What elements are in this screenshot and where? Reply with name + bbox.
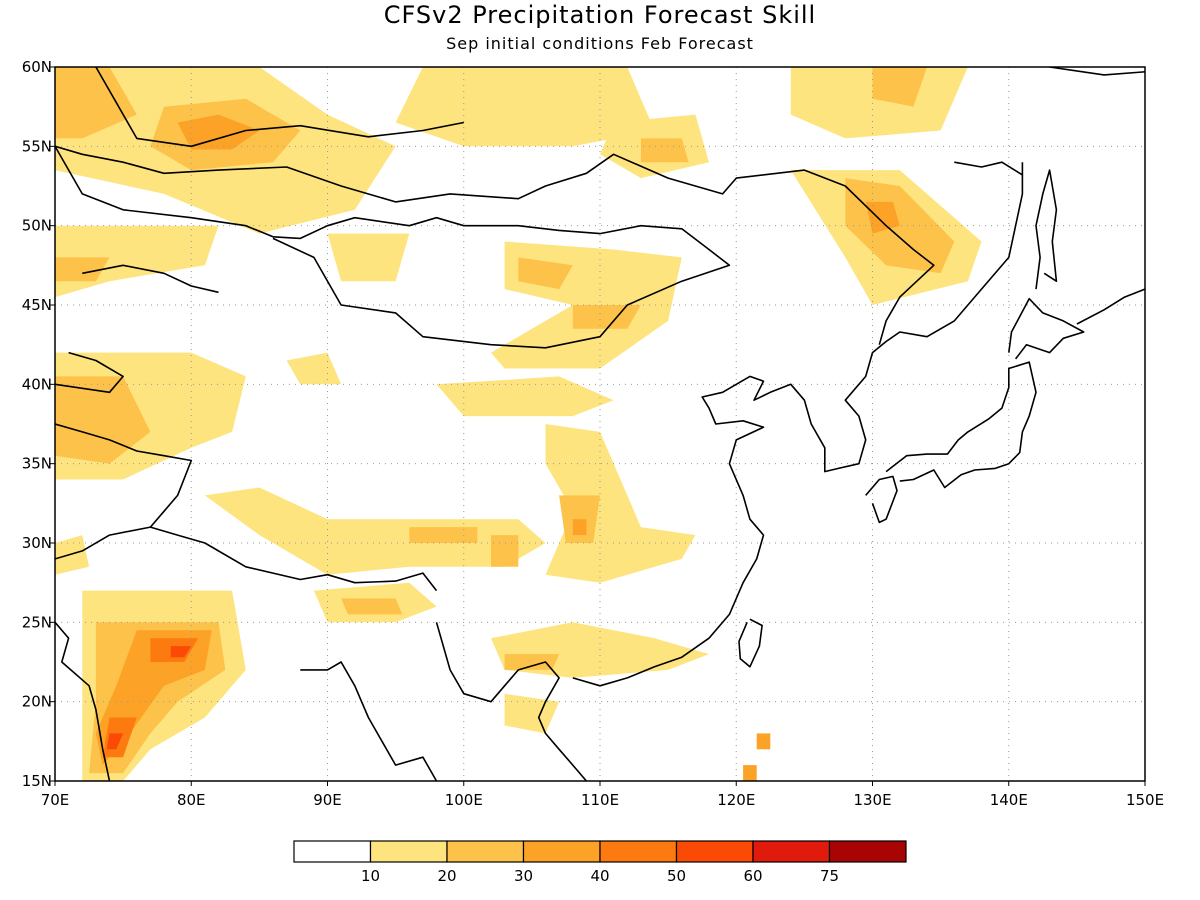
lat-tick-label-35: 35N	[22, 455, 52, 473]
lat-tick-label-50: 50N	[22, 217, 52, 235]
skill-region-29	[341, 598, 403, 615]
skill-region-24	[572, 519, 587, 536]
colorbar-label-10: 10	[361, 867, 380, 885]
lon-tick-label-80: 80E	[177, 791, 206, 809]
skill-region-8	[872, 67, 927, 107]
lat-tick-label-40: 40N	[22, 375, 52, 393]
colorbar-swatch-4	[599, 840, 678, 863]
skill-region-31	[504, 654, 560, 670]
coastline-7	[55, 621, 111, 781]
coastline-1	[95, 67, 464, 148]
colorbar-label-20: 20	[437, 867, 456, 885]
skill-region-38	[170, 646, 192, 658]
lon-tick-label-140: 140E	[990, 791, 1028, 809]
lat-tick-label-30: 30N	[22, 534, 52, 552]
lon-tick-label-130: 130E	[853, 791, 891, 809]
lon-tick-label-150: 150E	[1126, 791, 1164, 809]
skill-region-25	[204, 487, 546, 575]
coastline-12	[865, 475, 898, 524]
colorbar-swatch-1	[369, 840, 448, 863]
colorbar-swatch-0	[293, 840, 372, 863]
colorbar-swatch-7	[828, 840, 907, 863]
coastline-18	[1076, 288, 1145, 325]
skill-region-20	[286, 352, 342, 385]
skill-region-22	[545, 424, 696, 583]
coastline-16	[1049, 67, 1145, 76]
colorbar: 10 20 30 40 50 60 75	[293, 840, 907, 885]
skill-region-40	[756, 733, 771, 750]
colorbar-swatch-2	[446, 840, 525, 863]
colorbar-label-75: 75	[820, 867, 839, 885]
lat-tick-label-25: 25N	[22, 613, 52, 631]
longitude-axis: 70E 80E 90E 100E 110E 120E 130E 140E 150E	[41, 781, 1164, 809]
lat-tick-label-55: 55N	[22, 137, 52, 155]
lon-tick-label-70: 70E	[41, 791, 70, 809]
lat-tick-label-15: 15N	[22, 772, 52, 790]
coastline-3	[82, 264, 219, 294]
gridlines	[55, 67, 1145, 781]
skill-region-14	[327, 233, 410, 282]
skill-region-32	[504, 693, 560, 734]
lat-tick-label-20: 20N	[22, 693, 52, 711]
coastline-14	[1008, 297, 1085, 360]
skill-region-7	[790, 67, 968, 139]
colorbar-swatch-3	[522, 840, 601, 863]
coastline-17	[954, 161, 1023, 176]
skill-region-16	[518, 257, 573, 290]
lon-tick-label-90: 90E	[313, 791, 342, 809]
coastline-8	[300, 661, 438, 781]
coastline-9	[435, 622, 588, 781]
skill-region-43	[150, 416, 205, 440]
skill-region-1	[55, 67, 137, 139]
coastline-13	[885, 361, 1037, 489]
lon-tick-label-120: 120E	[717, 791, 755, 809]
colorbar-swatch-5	[675, 840, 754, 863]
latitude-axis: 15N 20N 25N 30N 35N 40N 45N 50N 55N 60N	[22, 58, 55, 790]
skill-region-13	[55, 257, 110, 282]
colorbar-label-30: 30	[514, 867, 533, 885]
coastline-4	[55, 351, 124, 394]
coastline-15	[1035, 169, 1058, 290]
coastline-0	[55, 145, 935, 345]
skill-region-39	[106, 733, 124, 750]
map-title: CFSv2 Precipitation Forecast Skill	[383, 1, 817, 29]
skill-region-21	[436, 376, 614, 417]
skill-region-11	[865, 201, 900, 234]
coastline-11	[738, 618, 763, 668]
lat-tick-label-45: 45N	[22, 296, 52, 314]
colorbar-label-50: 50	[667, 867, 686, 885]
lat-tick-label-60: 60N	[22, 58, 52, 76]
map-subtitle: Sep initial conditions Feb Forecast	[446, 34, 754, 53]
coastlines	[55, 67, 1145, 781]
coastline-5	[55, 423, 193, 528]
skill-region-3	[177, 114, 260, 150]
lon-tick-label-100: 100E	[445, 791, 483, 809]
skill-region-4	[395, 67, 655, 147]
skill-region-41	[743, 765, 757, 781]
coastline-10	[572, 162, 1024, 687]
skill-region-6	[640, 138, 689, 163]
coastline-2	[55, 145, 731, 349]
colorbar-swatch-6	[752, 840, 831, 863]
coastline-6	[55, 526, 438, 592]
colorbar-label-60: 60	[743, 867, 762, 885]
skill-region-27	[491, 535, 519, 567]
skill-region-26	[409, 527, 478, 543]
skill-shading	[55, 67, 982, 781]
skill-region-19	[55, 376, 151, 464]
lon-tick-label-110: 110E	[581, 791, 619, 809]
skill-region-17	[572, 305, 641, 329]
colorbar-label-40: 40	[590, 867, 609, 885]
skill-region-42	[55, 535, 90, 575]
